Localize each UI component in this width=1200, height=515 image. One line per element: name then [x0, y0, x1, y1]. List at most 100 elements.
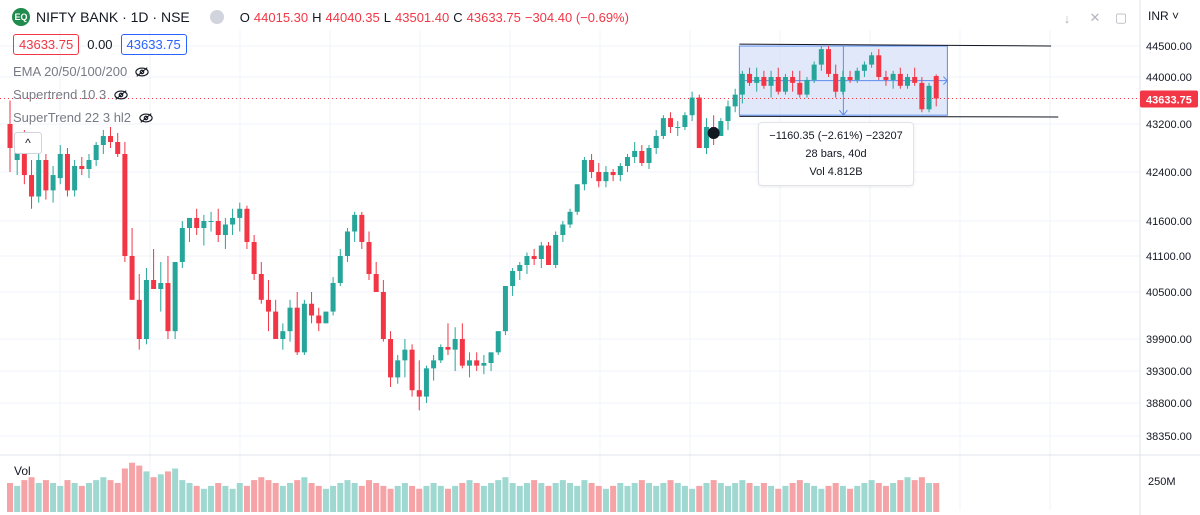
candle-body[interactable] — [100, 136, 106, 145]
candle-body[interactable] — [869, 55, 875, 65]
candle-body[interactable] — [265, 299, 271, 312]
candle-body[interactable] — [603, 172, 609, 182]
candle-body[interactable] — [244, 208, 250, 242]
collapse-icon[interactable]: ✕ — [1089, 10, 1101, 25]
candle-body[interactable] — [438, 347, 444, 361]
candle-body[interactable] — [79, 166, 85, 169]
candle-body[interactable] — [912, 77, 918, 83]
candle-body[interactable] — [703, 127, 709, 148]
candle-body[interactable] — [72, 166, 78, 191]
candle-body[interactable] — [222, 224, 228, 236]
candle-body[interactable] — [330, 283, 336, 312]
candle-body[interactable] — [797, 82, 803, 95]
candle-body[interactable] — [754, 77, 760, 83]
candle-body[interactable] — [933, 76, 939, 99]
candle-body[interactable] — [531, 256, 537, 259]
candle-body[interactable] — [861, 64, 867, 71]
candle-body[interactable] — [502, 286, 508, 332]
candle-body[interactable] — [273, 311, 279, 339]
trendline[interactable] — [739, 43, 1052, 47]
candle-body[interactable] — [617, 166, 623, 176]
candle-body[interactable] — [50, 175, 56, 191]
candle-body[interactable] — [926, 85, 932, 110]
candle-body[interactable] — [122, 154, 128, 256]
candle-body[interactable] — [452, 339, 458, 350]
candle-body[interactable] — [689, 97, 695, 116]
sell-price-button[interactable]: 43633.75 — [13, 34, 80, 55]
currency-selector[interactable]: INR ˅ — [1148, 9, 1179, 23]
trendline[interactable] — [739, 115, 1059, 118]
candle-body[interactable] — [402, 349, 408, 361]
candle-body[interactable] — [840, 77, 846, 92]
candle-body[interactable] — [474, 360, 480, 366]
candle-body[interactable] — [833, 73, 839, 92]
eye-hidden-icon[interactable] — [114, 89, 128, 101]
candle-body[interactable] — [115, 142, 121, 154]
candle-body[interactable] — [86, 160, 92, 169]
indicator-ema[interactable]: EMA 20/50/100/200 — [13, 64, 149, 79]
candle-body[interactable] — [596, 172, 602, 182]
candle-body[interactable] — [624, 157, 630, 166]
candle-body[interactable] — [732, 94, 738, 107]
candle-body[interactable] — [653, 136, 659, 148]
candle-body[interactable] — [230, 217, 236, 225]
fullscreen-icon[interactable]: ▢ — [1114, 10, 1128, 25]
candle-body[interactable] — [337, 256, 343, 283]
candle-body[interactable] — [136, 299, 142, 339]
candle-body[interactable] — [725, 106, 731, 122]
candle-body[interactable] — [93, 145, 99, 160]
candle-body[interactable] — [768, 77, 774, 86]
candle-body[interactable] — [459, 339, 465, 366]
candle-body[interactable] — [258, 274, 264, 300]
candle-body[interactable] — [481, 363, 487, 366]
candle-body[interactable] — [668, 118, 674, 127]
candle-body[interactable] — [790, 77, 796, 83]
candle-body[interactable] — [172, 262, 178, 332]
candle-body[interactable] — [143, 280, 149, 339]
candle-body[interactable] — [610, 172, 616, 176]
candle-body[interactable] — [380, 292, 386, 339]
candle-body[interactable] — [43, 160, 49, 191]
candle-body[interactable] — [696, 97, 702, 148]
candle-body[interactable] — [208, 221, 214, 222]
candle-body[interactable] — [826, 49, 832, 74]
buy-price-button[interactable]: 43633.75 — [120, 34, 187, 55]
candle-body[interactable] — [108, 136, 114, 142]
candle-body[interactable] — [366, 242, 372, 274]
candle-body[interactable] — [905, 77, 910, 86]
candle-body[interactable] — [57, 154, 63, 179]
candle-body[interactable] — [675, 127, 681, 128]
candle-body[interactable] — [890, 73, 896, 80]
candle-body[interactable] — [309, 303, 315, 316]
candle-body[interactable] — [29, 175, 35, 197]
candle-body[interactable] — [187, 217, 192, 228]
candle-body[interactable] — [775, 77, 781, 92]
candle-body[interactable] — [373, 274, 379, 292]
candle-body[interactable] — [416, 390, 422, 397]
candle-body[interactable] — [883, 77, 889, 80]
candle-body[interactable] — [294, 307, 300, 353]
candle-body[interactable] — [237, 208, 243, 218]
candle-body[interactable] — [660, 118, 666, 136]
candle-body[interactable] — [567, 211, 573, 225]
candle-body[interactable] — [747, 73, 753, 83]
candle-body[interactable] — [581, 160, 587, 185]
candle-body[interactable] — [818, 49, 824, 65]
candle-body[interactable] — [632, 151, 638, 157]
candle-body[interactable] — [409, 349, 415, 391]
candle-body[interactable] — [639, 151, 645, 163]
candle-body[interactable] — [897, 73, 903, 86]
candle-body[interactable] — [538, 245, 544, 260]
collapse-indicators-button[interactable]: ^ — [14, 132, 42, 154]
candle-body[interactable] — [7, 124, 13, 148]
candle-body[interactable] — [804, 79, 810, 95]
candle-body[interactable] — [445, 347, 451, 350]
candle-body[interactable] — [854, 70, 860, 80]
candle-body[interactable] — [352, 214, 358, 232]
candle-body[interactable] — [423, 368, 429, 397]
candle-body[interactable] — [431, 360, 437, 369]
candle-body[interactable] — [215, 221, 221, 235]
candle-body[interactable] — [646, 148, 652, 163]
candle-body[interactable] — [165, 283, 171, 332]
